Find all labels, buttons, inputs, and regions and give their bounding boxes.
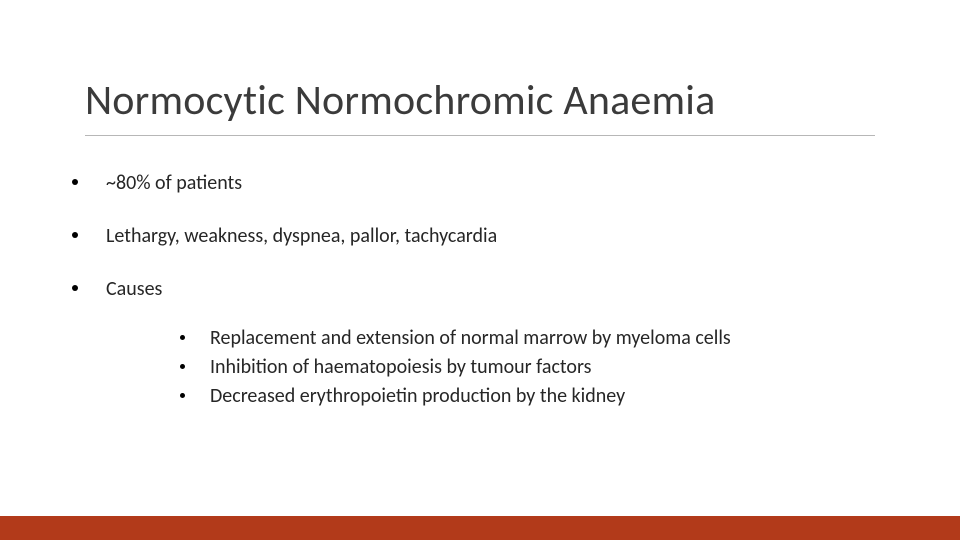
list-item-text: Replacement and extension of normal marr… [210, 326, 731, 350]
list-item: Replacement and extension of normal marr… [166, 325, 898, 352]
footer-bar [0, 516, 960, 540]
list-item: ~80% of patients [58, 170, 898, 197]
bullet-sublist: Replacement and extension of normal marr… [166, 325, 898, 410]
list-item: Inhibition of haematopoiesis by tumour f… [166, 354, 898, 381]
list-item-text: Inhibition of haematopoiesis by tumour f… [210, 355, 591, 379]
list-item-text: Causes [106, 277, 162, 301]
title-underline [85, 135, 875, 136]
list-item-text: Lethargy, weakness, dyspnea, pallor, tac… [106, 224, 497, 248]
list-item: Causes Replacement and extension of norm… [58, 276, 898, 410]
slide-content: ~80% of patients Lethargy, weakness, dys… [58, 170, 898, 436]
list-item-text: Decreased erythropoietin production by t… [210, 384, 625, 408]
slide: Normocytic Normochromic Anaemia ~80% of … [0, 0, 960, 540]
bullet-list: ~80% of patients Lethargy, weakness, dys… [58, 170, 898, 410]
list-item-text: ~80% of patients [106, 171, 242, 195]
list-item: Lethargy, weakness, dyspnea, pallor, tac… [58, 223, 898, 250]
slide-title: Normocytic Normochromic Anaemia [85, 75, 715, 126]
list-item: Decreased erythropoietin production by t… [166, 383, 898, 410]
